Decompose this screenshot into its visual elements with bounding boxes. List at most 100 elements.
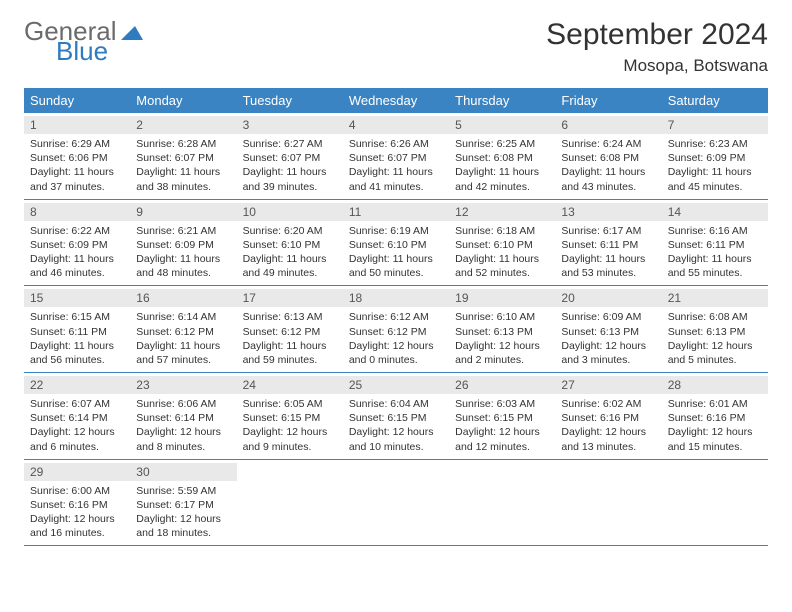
calendar-cell: 20Sunrise: 6:09 AMSunset: 6:13 PMDayligh… [555,286,661,372]
cell-sunrise: Sunrise: 6:29 AM [30,137,124,151]
calendar-cell: 22Sunrise: 6:07 AMSunset: 6:14 PMDayligh… [24,373,130,459]
calendar-row: 8Sunrise: 6:22 AMSunset: 6:09 PMDaylight… [24,200,768,287]
cell-sunset: Sunset: 6:17 PM [136,498,230,512]
cell-sunset: Sunset: 6:12 PM [243,325,337,339]
dayhead-saturday: Saturday [662,88,768,113]
cell-daylight1: Daylight: 11 hours [349,252,443,266]
cell-daylight2: and 42 minutes. [455,180,549,194]
calendar-cell: 6Sunrise: 6:24 AMSunset: 6:08 PMDaylight… [555,113,661,199]
day-number: 19 [449,289,555,307]
cell-sunrise: Sunrise: 6:19 AM [349,224,443,238]
cell-sunrise: Sunrise: 6:04 AM [349,397,443,411]
cell-sunset: Sunset: 6:13 PM [455,325,549,339]
cell-sunrise: Sunrise: 6:17 AM [561,224,655,238]
calendar-cell [449,460,555,546]
day-number: 26 [449,376,555,394]
calendar-cell: 1Sunrise: 6:29 AMSunset: 6:06 PMDaylight… [24,113,130,199]
dayhead-tuesday: Tuesday [237,88,343,113]
cell-sunset: Sunset: 6:06 PM [30,151,124,165]
cell-daylight1: Daylight: 11 hours [30,252,124,266]
calendar-cell: 30Sunrise: 5:59 AMSunset: 6:17 PMDayligh… [130,460,236,546]
calendar-cell: 12Sunrise: 6:18 AMSunset: 6:10 PMDayligh… [449,200,555,286]
cell-daylight1: Daylight: 11 hours [243,339,337,353]
calendar-cell: 23Sunrise: 6:06 AMSunset: 6:14 PMDayligh… [130,373,236,459]
day-number: 16 [130,289,236,307]
cell-daylight2: and 59 minutes. [243,353,337,367]
cell-sunrise: Sunrise: 6:13 AM [243,310,337,324]
cell-daylight1: Daylight: 12 hours [455,425,549,439]
cell-daylight1: Daylight: 11 hours [668,165,762,179]
cell-daylight2: and 48 minutes. [136,266,230,280]
cell-daylight2: and 52 minutes. [455,266,549,280]
day-number: 8 [24,203,130,221]
day-number: 21 [662,289,768,307]
cell-sunrise: Sunrise: 6:23 AM [668,137,762,151]
dayhead-monday: Monday [130,88,236,113]
calendar-row: 1Sunrise: 6:29 AMSunset: 6:06 PMDaylight… [24,113,768,200]
day-number: 24 [237,376,343,394]
calendar-body: 1Sunrise: 6:29 AMSunset: 6:06 PMDaylight… [24,113,768,546]
calendar-cell: 15Sunrise: 6:15 AMSunset: 6:11 PMDayligh… [24,286,130,372]
cell-daylight1: Daylight: 11 hours [561,165,655,179]
cell-sunrise: Sunrise: 6:02 AM [561,397,655,411]
day-number: 23 [130,376,236,394]
calendar-row: 22Sunrise: 6:07 AMSunset: 6:14 PMDayligh… [24,373,768,460]
cell-sunset: Sunset: 6:15 PM [243,411,337,425]
cell-sunrise: Sunrise: 6:14 AM [136,310,230,324]
calendar-cell: 16Sunrise: 6:14 AMSunset: 6:12 PMDayligh… [130,286,236,372]
cell-sunset: Sunset: 6:09 PM [136,238,230,252]
calendar-day-headers: Sunday Monday Tuesday Wednesday Thursday… [24,88,768,113]
cell-sunrise: Sunrise: 6:12 AM [349,310,443,324]
cell-daylight2: and 13 minutes. [561,440,655,454]
cell-daylight1: Daylight: 11 hours [30,165,124,179]
cell-sunrise: Sunrise: 6:00 AM [30,484,124,498]
cell-sunrise: Sunrise: 6:21 AM [136,224,230,238]
cell-daylight2: and 53 minutes. [561,266,655,280]
cell-daylight2: and 6 minutes. [30,440,124,454]
cell-sunset: Sunset: 6:09 PM [668,151,762,165]
cell-daylight2: and 49 minutes. [243,266,337,280]
dayhead-thursday: Thursday [449,88,555,113]
cell-daylight2: and 39 minutes. [243,180,337,194]
cell-daylight2: and 12 minutes. [455,440,549,454]
cell-daylight1: Daylight: 12 hours [243,425,337,439]
cell-daylight1: Daylight: 11 hours [136,165,230,179]
cell-daylight2: and 57 minutes. [136,353,230,367]
calendar-row: 15Sunrise: 6:15 AMSunset: 6:11 PMDayligh… [24,286,768,373]
calendar-cell: 29Sunrise: 6:00 AMSunset: 6:16 PMDayligh… [24,460,130,546]
day-number: 14 [662,203,768,221]
calendar-cell: 8 Sunrise: 6:22 AMSunset: 6:09 PMDaylight… [24,200,130,286]
month-title: September 2024 [546,18,768,52]
day-number: 2 [130,116,236,134]
cell-sunrise: Sunrise: 6:15 AM [30,310,124,324]
cell-sunrise: Sunrise: 6:26 AM [349,137,443,151]
cell-daylight2: and 41 minutes. [349,180,443,194]
calendar-cell: 24Sunrise: 6:05 AMSunset: 6:15 PMDayligh… [237,373,343,459]
day-number: 12 [449,203,555,221]
cell-daylight1: Daylight: 11 hours [30,339,124,353]
calendar-cell [237,460,343,546]
day-number: 3 [237,116,343,134]
cell-daylight1: Daylight: 12 hours [136,512,230,526]
cell-daylight2: and 9 minutes. [243,440,337,454]
cell-sunset: Sunset: 6:16 PM [668,411,762,425]
calendar-cell: 14Sunrise: 6:16 AMSunset: 6:11 PMDayligh… [662,200,768,286]
dayhead-sunday: Sunday [24,88,130,113]
cell-sunrise: Sunrise: 6:22 AM [30,224,124,238]
cell-daylight2: and 5 minutes. [668,353,762,367]
cell-daylight2: and 46 minutes. [30,266,124,280]
cell-sunset: Sunset: 6:10 PM [349,238,443,252]
cell-sunset: Sunset: 6:09 PM [30,238,124,252]
cell-daylight1: Daylight: 11 hours [455,252,549,266]
cell-sunset: Sunset: 6:10 PM [455,238,549,252]
cell-daylight1: Daylight: 11 hours [561,252,655,266]
day-number: 30 [130,463,236,481]
cell-daylight1: Daylight: 12 hours [349,425,443,439]
day-number: 25 [343,376,449,394]
cell-sunset: Sunset: 6:08 PM [455,151,549,165]
cell-daylight1: Daylight: 12 hours [455,339,549,353]
cell-sunset: Sunset: 6:11 PM [30,325,124,339]
calendar-cell: 7Sunrise: 6:23 AMSunset: 6:09 PMDaylight… [662,113,768,199]
cell-daylight1: Daylight: 12 hours [668,425,762,439]
calendar-cell: 5Sunrise: 6:25 AMSunset: 6:08 PMDaylight… [449,113,555,199]
